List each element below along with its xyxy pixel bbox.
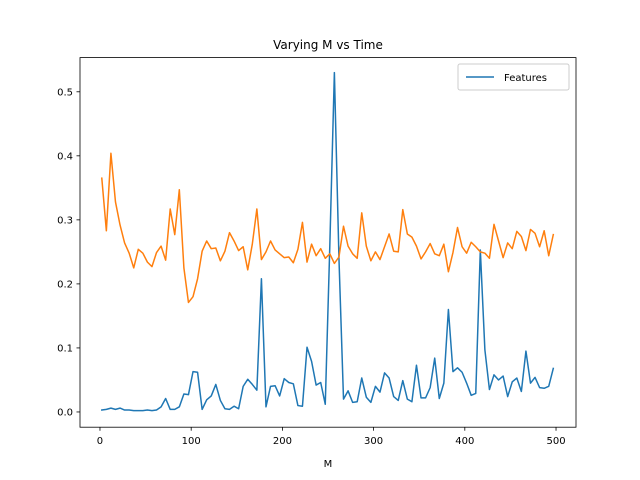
x-tick-label: 100 [182,436,201,447]
legend-label-features: Features [504,73,547,84]
y-tick-label: 0.0 [57,407,73,418]
x-tick-label: 500 [546,436,565,447]
x-tick-label: 0 [97,436,103,447]
x-tick-label: 300 [364,436,383,447]
x-axis-label: M [324,459,333,470]
plot-area [79,57,577,428]
series-line-1 [100,152,555,304]
y-tick-label: 0.2 [57,279,73,290]
legend: Features [457,63,570,91]
plot-frame [79,57,577,428]
x-tick-label: 400 [455,436,474,447]
y-axis: 0.0 0.1 0.2 0.3 0.4 0.5 [57,87,80,418]
chart-title: Varying M vs Time [273,38,383,52]
x-tick-label: 200 [273,436,292,447]
y-tick-label: 0.4 [57,151,73,162]
y-tick-label: 0.5 [57,87,73,98]
series-group [100,71,555,412]
y-tick-label: 0.1 [57,343,73,354]
x-axis: 0 100 200 300 400 500 [97,427,566,447]
series-line-0 [100,71,555,412]
legend-box [457,63,570,91]
y-tick-label: 0.3 [57,215,73,226]
